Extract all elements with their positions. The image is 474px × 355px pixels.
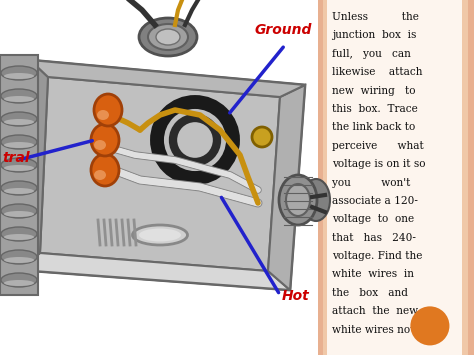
Ellipse shape — [4, 73, 34, 79]
Polygon shape — [20, 253, 290, 290]
Ellipse shape — [1, 135, 37, 149]
Ellipse shape — [1, 112, 37, 126]
Ellipse shape — [1, 204, 37, 218]
Text: the link back to: the link back to — [332, 122, 415, 132]
Text: the   box   and: the box and — [332, 288, 408, 298]
Ellipse shape — [91, 154, 119, 186]
Ellipse shape — [4, 280, 34, 286]
Ellipse shape — [4, 211, 34, 217]
Polygon shape — [40, 77, 280, 271]
Bar — [468, 0, 474, 355]
Polygon shape — [20, 60, 48, 270]
Text: perceive      what: perceive what — [332, 141, 424, 151]
Text: that   has   240-: that has 240- — [332, 233, 416, 243]
Ellipse shape — [139, 18, 197, 56]
Ellipse shape — [94, 170, 106, 180]
Text: attach  the  new: attach the new — [332, 306, 418, 316]
Polygon shape — [268, 85, 305, 290]
Bar — [462, 0, 468, 355]
Ellipse shape — [4, 119, 34, 125]
Circle shape — [410, 306, 449, 345]
Circle shape — [252, 127, 272, 147]
Ellipse shape — [4, 96, 34, 102]
Ellipse shape — [1, 227, 37, 241]
Text: Unless          the: Unless the — [332, 12, 419, 22]
Text: you         won't: you won't — [332, 178, 410, 187]
Ellipse shape — [94, 140, 106, 150]
Ellipse shape — [1, 250, 37, 264]
Ellipse shape — [1, 66, 37, 80]
Polygon shape — [20, 60, 305, 290]
Ellipse shape — [279, 175, 317, 225]
Text: full,   you   can: full, you can — [332, 49, 411, 59]
Text: voltage is on it so: voltage is on it so — [332, 159, 426, 169]
Ellipse shape — [4, 188, 34, 194]
Text: voltage. Find the: voltage. Find the — [332, 251, 422, 261]
Polygon shape — [30, 60, 305, 97]
Text: voltage  to  one: voltage to one — [332, 214, 414, 224]
Ellipse shape — [4, 257, 34, 263]
Bar — [318, 0, 474, 355]
Ellipse shape — [302, 179, 330, 221]
Text: this  box.  Trace: this box. Trace — [332, 104, 418, 114]
Ellipse shape — [1, 181, 37, 195]
Text: white  wires  in: white wires in — [332, 269, 414, 279]
Ellipse shape — [156, 29, 180, 45]
Ellipse shape — [139, 229, 181, 241]
Ellipse shape — [4, 142, 34, 148]
Ellipse shape — [97, 110, 109, 120]
Ellipse shape — [4, 234, 34, 240]
Bar — [323, 0, 327, 355]
Ellipse shape — [91, 124, 119, 156]
Ellipse shape — [286, 184, 310, 216]
Text: Hot: Hot — [282, 289, 310, 303]
Bar — [318, 0, 323, 355]
Ellipse shape — [133, 225, 188, 245]
Ellipse shape — [1, 273, 37, 287]
Text: likewise    attach: likewise attach — [332, 67, 422, 77]
Text: tral: tral — [2, 151, 29, 165]
Ellipse shape — [148, 24, 188, 50]
Ellipse shape — [1, 158, 37, 172]
Ellipse shape — [4, 165, 34, 171]
Bar — [0, 0, 318, 355]
Text: associate a 120-: associate a 120- — [332, 196, 418, 206]
Ellipse shape — [1, 89, 37, 103]
Text: white wires now.: white wires now. — [332, 324, 421, 335]
Text: Ground: Ground — [255, 23, 312, 37]
Text: junction  box  is: junction box is — [332, 31, 416, 40]
Text: new  wiring   to: new wiring to — [332, 86, 416, 95]
Ellipse shape — [94, 94, 122, 126]
Polygon shape — [0, 55, 38, 295]
